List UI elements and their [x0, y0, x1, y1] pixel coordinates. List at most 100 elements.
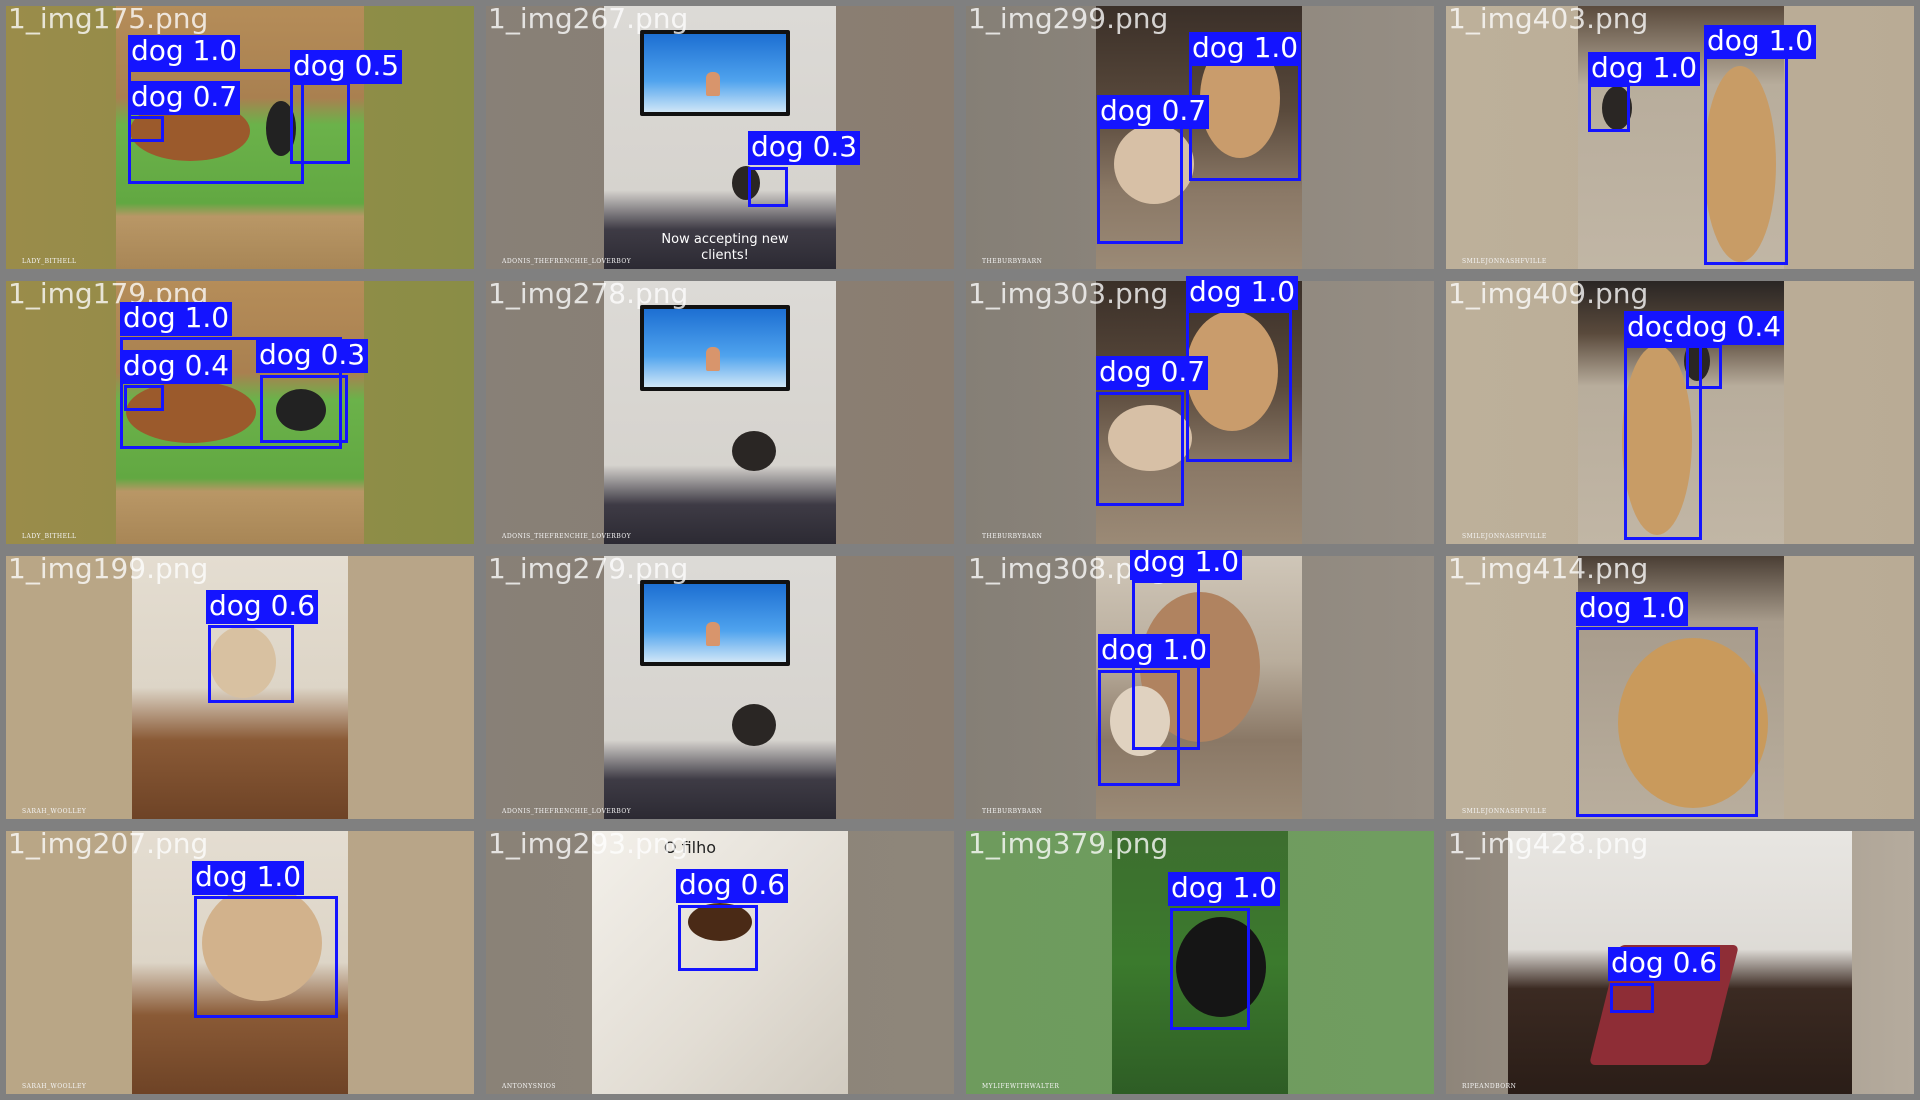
image-filename: 1_img303.png: [968, 277, 1169, 310]
dog-figure: [210, 626, 276, 698]
detection-label: dog 1.0: [128, 35, 241, 69]
dog-figure: [276, 389, 326, 431]
detection-label: dog 1.0: [1189, 32, 1302, 66]
image-tile: 1_img293.png O filho ANTONYSNIOS dog 0.6: [480, 825, 960, 1100]
dog-figure: [1618, 638, 1768, 808]
image-tile: 1_img409.png SMILEJONNASHFVILLE dog dog …: [1440, 275, 1920, 550]
watermark: THEBURBYBARN: [982, 533, 1043, 540]
watermark: SMILEJONNASHFVILLE: [1462, 258, 1547, 265]
image-filename: 1_img403.png: [1448, 2, 1649, 35]
yoga-figure: [706, 347, 720, 371]
image-filename: 1_img279.png: [488, 552, 689, 585]
bounding-box: [678, 905, 758, 971]
dog-figure: [1176, 917, 1266, 1017]
overlay-text: O filho: [663, 838, 717, 857]
detection-label: dog 1.0: [1588, 52, 1701, 86]
image-tile: 1_img308.png THEBURBYBARN dog 1.0 dog 1.…: [960, 550, 1440, 825]
bounding-box: [120, 337, 342, 449]
watermark: ADONIS_THEFRENCHIE_LOVERBOY: [502, 258, 632, 265]
image-filename: 1_img267.png: [488, 2, 689, 35]
watermark: SMILEJONNASHFVILLE: [1462, 533, 1547, 540]
detection-label: dog 0.4: [120, 350, 233, 384]
image-filename: 1_img207.png: [8, 827, 209, 860]
detection-label: dog 0.4: [1672, 311, 1785, 345]
dog-figure: [732, 166, 760, 200]
image-tile: 1_img267.png Now accepting new clients! …: [480, 0, 960, 275]
bounding-box: [1098, 670, 1180, 786]
watermark: SMILEJONNASHFVILLE: [1462, 808, 1547, 815]
watermark: MYLIFEWITHWALTER: [982, 1083, 1060, 1090]
dog-figure: [1110, 686, 1170, 756]
bounding-box: [124, 385, 164, 411]
detection-label: dog 1.0: [1704, 25, 1817, 59]
detection-label: dog 0.6: [206, 590, 319, 624]
bounding-box: [128, 116, 164, 142]
bounding-box: [194, 896, 338, 1018]
image-filename: 1_img409.png: [1448, 277, 1649, 310]
image-tile: 1_img428.png RIPEANDBORN dog 0.6: [1440, 825, 1920, 1100]
dog-figure: [688, 903, 752, 941]
image-tile: 1_img303.png THEBURBYBARN dog 1.0 dog 0.…: [960, 275, 1440, 550]
detection-label: dog 0.7: [128, 81, 241, 115]
bounding-box: [1704, 55, 1788, 265]
image-tile: 1_img278.png ADONIS_THEFRENCHIE_LOVERBOY: [480, 275, 960, 550]
dog-figure: [732, 704, 776, 746]
image-tile: 1_img299.png THEBURBYBARN dog 1.0 dog 0.…: [960, 0, 1440, 275]
dog-figure: [1704, 66, 1776, 262]
watermark: LADY_BITHELL: [22, 258, 77, 265]
bounding-box: [1610, 983, 1654, 1013]
image-filename: 1_img428.png: [1448, 827, 1649, 860]
image-tile: 1_img175.png LADY_BITHELL dog 1.0 dog 0.…: [0, 0, 480, 275]
detection-label: dog 1.0: [1098, 634, 1211, 668]
scene-kitchen: [1096, 6, 1302, 269]
image-filename: 1_img379.png: [968, 827, 1169, 860]
image-tile: 1_img379.png MYLIFEWITHWALTER dog 1.0: [960, 825, 1440, 1100]
detection-label: dog 0.6: [676, 869, 789, 903]
image-filename: 1_img175.png: [8, 2, 209, 35]
image-filename: 1_img278.png: [488, 277, 689, 310]
bounding-box: [208, 625, 294, 703]
dog-figure: [202, 885, 322, 1001]
bounding-box: [260, 375, 348, 443]
detection-label: dog 0.5: [290, 50, 403, 84]
image-filename: 1_img414.png: [1448, 552, 1649, 585]
detection-label: dog 0.3: [256, 339, 369, 373]
image-tile: 1_img179.png LADY_BITHELL dog 1.0 dog 0.…: [0, 275, 480, 550]
scene-living-room: [604, 556, 836, 819]
watermark: THEBURBYBARN: [982, 258, 1043, 265]
bounding-box: [1576, 627, 1758, 817]
yoga-figure: [706, 72, 720, 96]
scene-kitchen: [1096, 281, 1302, 544]
image-tile: 1_img403.png SMILEJONNASHFVILLE dog 1.0 …: [1440, 0, 1920, 275]
image-filename: 1_img199.png: [8, 552, 209, 585]
dog-figure: [1108, 405, 1192, 471]
image-tile: 1_img279.png ADONIS_THEFRENCHIE_LOVERBOY: [480, 550, 960, 825]
detection-label: dog 1.0: [1576, 592, 1689, 626]
detection-label: dog 1.0: [192, 861, 305, 895]
bounding-box: [290, 82, 350, 164]
watermark: LADY_BITHELL: [22, 533, 77, 540]
bounding-box: [1686, 345, 1722, 389]
bounding-box: [1624, 345, 1702, 540]
watermark: RIPEANDBORN: [1462, 1083, 1517, 1090]
watermark: SARAH_WOOLLEY: [22, 808, 87, 815]
bounding-box: [1097, 126, 1183, 244]
image-tile: 1_img414.png SMILEJONNASHFVILLE dog 1.0: [1440, 550, 1920, 825]
bounding-box: [1170, 908, 1250, 1030]
scene-living-room: [604, 281, 836, 544]
tv: [640, 30, 790, 116]
detection-label: dog 0.6: [1608, 947, 1721, 981]
scene-cafe-floor: [1578, 6, 1784, 269]
image-filename: 1_img299.png: [968, 2, 1169, 35]
detection-label: dog 0.7: [1097, 95, 1210, 129]
dog-figure: [126, 381, 256, 443]
yoga-figure: [706, 622, 720, 646]
watermark: ADONIS_THEFRENCHIE_LOVERBOY: [502, 533, 632, 540]
detection-label: dog 1.0: [1186, 276, 1299, 310]
dog-figure: [1622, 345, 1692, 535]
image-tile: 1_img207.png SARAH_WOOLLEY dog 1.0: [0, 825, 480, 1100]
image-tile: 1_img199.png SARAH_WOOLLEY dog 0.6: [0, 550, 480, 825]
watermark: ADONIS_THEFRENCHIE_LOVERBOY: [502, 808, 632, 815]
video-caption: Now accepting new clients!: [661, 232, 789, 263]
